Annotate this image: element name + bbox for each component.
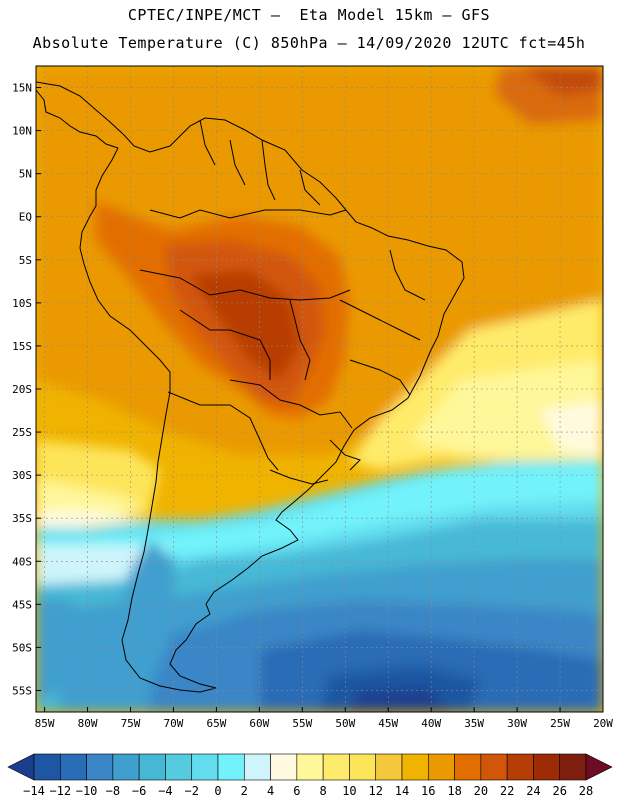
lat-label: 5S: [19, 254, 32, 267]
lat-label: 40S: [12, 555, 32, 568]
lon-label: 85W: [35, 717, 55, 730]
legend-label: 0: [214, 784, 221, 798]
lon-label: 20W: [593, 717, 613, 730]
legend-swatch: [506, 753, 534, 781]
legend-labels: −14 −12 −10 −8 −6 −4 −2 0 2 4 6 8 10 12 14 16 18 20 22 24 26…: [23, 784, 593, 798]
legend-swatch: [480, 753, 508, 781]
legend-label: 20: [474, 784, 488, 798]
legend-label: 6: [293, 784, 300, 798]
legend-label: 26: [552, 784, 566, 798]
legend-swatch: [375, 753, 403, 781]
legend-label: 10: [342, 784, 356, 798]
legend-swatch: [165, 753, 193, 781]
lon-label: 80W: [78, 717, 98, 730]
axis-ticks: [36, 87, 604, 712]
legend-label: −4: [158, 784, 172, 798]
title-line-1: CPTEC/INPE/MCT – Eta Model 15km – GFS: [127, 6, 491, 24]
lat-label: 55S: [12, 684, 32, 697]
lon-label: 30W: [507, 717, 527, 730]
lon-label: 60W: [249, 717, 269, 730]
lat-label: 35S: [12, 512, 32, 525]
legend-swatch: [296, 753, 324, 781]
legend-label: 18: [447, 784, 461, 798]
legend-label: 16: [421, 784, 435, 798]
title-line-2: Absolute Temperature (C) 850hPa – 14/09/…: [32, 34, 586, 52]
legend-swatch: [112, 753, 140, 781]
lat-label: 45S: [12, 598, 32, 611]
legend-swatch: [401, 753, 429, 781]
lon-label: 65W: [206, 717, 226, 730]
legend-swatch: [322, 753, 350, 781]
legend-arrow-low: [7, 753, 35, 781]
lon-label: 70W: [164, 717, 184, 730]
lat-label: 50S: [12, 641, 32, 654]
lon-label: 35W: [464, 717, 484, 730]
legend-label: −14: [23, 784, 45, 798]
lon-label: 75W: [121, 717, 141, 730]
lat-label: 10N: [12, 125, 32, 138]
legend-label: −6: [132, 784, 146, 798]
legend-label: 14: [395, 784, 409, 798]
lat-label: 15S: [12, 340, 32, 353]
lon-label: 50W: [335, 717, 355, 730]
longitude-labels: 85W 80W 75W 70W 65W 60W 55W 50W 45W 40W 35W 30W 25W 2…: [35, 717, 614, 730]
legend-swatch: [454, 753, 482, 781]
lon-label: 40W: [421, 717, 441, 730]
legend-label: −2: [184, 784, 198, 798]
lat-label: 25S: [12, 426, 32, 439]
legend-swatch: [270, 753, 298, 781]
latitude-labels: 15N 10N 5N EQ 5S 10S 15S 20S 25S 30S 35S 40S 45S 50S 5…: [12, 82, 32, 698]
lat-label: 10S: [12, 297, 32, 310]
legend-label: 24: [526, 784, 540, 798]
lon-label: 25W: [550, 717, 570, 730]
lat-label: 20S: [12, 383, 32, 396]
legend-swatch: [191, 753, 219, 781]
lat-label: EQ: [19, 211, 32, 224]
legend-label: 2: [241, 784, 248, 798]
legend-swatches: [7, 753, 613, 781]
legend-swatch: [533, 753, 561, 781]
legend-swatch: [33, 753, 61, 781]
legend-swatch: [86, 753, 114, 781]
legend-label: 12: [368, 784, 382, 798]
legend-label: −10: [76, 784, 98, 798]
lon-label: 45W: [378, 717, 398, 730]
legend-label: 4: [267, 784, 274, 798]
legend-swatch: [427, 753, 455, 781]
legend-label: 28: [579, 784, 593, 798]
lat-label: 5N: [19, 168, 32, 181]
legend-arrow-high: [585, 753, 613, 781]
lat-label: 15N: [12, 82, 32, 95]
legend-swatch: [243, 753, 271, 781]
legend-swatch: [559, 753, 587, 781]
legend-swatch: [59, 753, 87, 781]
lat-label: 30S: [12, 469, 32, 482]
legend-swatch: [349, 753, 377, 781]
coastline: [36, 81, 465, 693]
legend-swatch: [217, 753, 245, 781]
legend-label: 22: [500, 784, 514, 798]
legend-swatch: [138, 753, 166, 781]
legend-label: 8: [320, 784, 327, 798]
legend-label: −8: [106, 784, 120, 798]
legend-label: −12: [49, 784, 71, 798]
lon-label: 55W: [292, 717, 312, 730]
